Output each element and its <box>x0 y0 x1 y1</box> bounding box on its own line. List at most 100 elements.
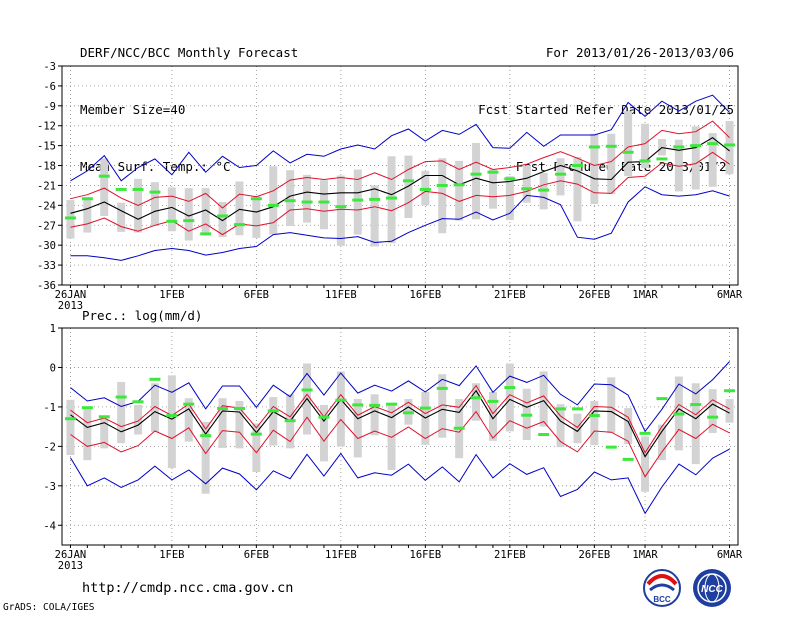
max-line <box>70 94 730 182</box>
bcc-logo: BCC <box>643 569 681 607</box>
y-tick-label: -18 <box>37 161 56 173</box>
spread-box <box>150 182 159 226</box>
spread-box <box>353 399 362 458</box>
y-tick-label: -12 <box>37 121 56 133</box>
spread-box <box>235 181 244 236</box>
observed-marker <box>504 386 516 390</box>
observed-marker <box>470 396 482 400</box>
spread-box <box>556 158 565 196</box>
observed-marker <box>183 219 195 223</box>
spread-box <box>607 133 616 195</box>
observed-marker <box>352 403 364 407</box>
spread-box <box>150 383 159 432</box>
observed-marker <box>183 402 195 406</box>
spread-box <box>370 185 379 247</box>
x-tick-label: 26JAN <box>55 549 87 561</box>
x-tick-label: 6MAR <box>717 549 743 561</box>
observed-marker <box>571 407 583 411</box>
observed-marker <box>64 216 76 220</box>
observed-marker <box>386 402 398 406</box>
mean-line <box>70 389 730 458</box>
observed-marker <box>335 398 347 402</box>
spread-box <box>488 391 497 441</box>
spread-box <box>539 371 548 427</box>
upper-line <box>70 120 730 209</box>
observed-marker <box>487 399 499 403</box>
spread-box <box>269 397 278 446</box>
observed-marker <box>217 214 229 218</box>
spread-box <box>218 398 227 448</box>
observed-marker <box>284 199 296 203</box>
spread-box <box>708 133 717 187</box>
spread-box <box>83 197 92 233</box>
observed-marker <box>166 414 178 418</box>
spread-box <box>657 424 666 461</box>
spread-box <box>438 374 447 438</box>
x-tick-label: 1MAR <box>632 549 658 561</box>
x-tick-label: 1FEB <box>159 289 184 301</box>
spread-box <box>218 202 227 238</box>
spread-box <box>641 436 650 492</box>
spread-box <box>607 377 616 433</box>
observed-marker <box>301 200 313 204</box>
min-line <box>70 186 730 261</box>
lower-line <box>70 151 730 236</box>
observed-marker <box>673 412 685 416</box>
y-tick-label: -36 <box>37 280 56 292</box>
spread-box <box>573 156 582 222</box>
y-tick-label: -1 <box>43 402 56 414</box>
observed-marker <box>98 415 110 419</box>
member-size-label: Member Size=40 <box>80 102 186 117</box>
spread-box <box>303 174 312 223</box>
observed-marker <box>267 409 279 413</box>
observed-marker <box>453 183 465 187</box>
x-tick-label: 21FEB <box>494 289 526 301</box>
observed-marker <box>369 403 381 407</box>
observed-marker <box>318 415 330 419</box>
observed-marker <box>470 172 482 176</box>
spread-box <box>83 407 92 461</box>
observed-marker <box>639 159 651 163</box>
y-tick-label: -9 <box>43 101 56 113</box>
observed-marker <box>605 445 617 449</box>
spread-box <box>235 400 244 449</box>
spread-box <box>624 111 633 177</box>
observed-marker <box>301 388 313 392</box>
y-tick-label: -6 <box>43 81 56 93</box>
source-url[interactable]: http://cmdp.ncc.cma.gov.cn <box>82 580 294 596</box>
bcc-logo-text: BCC <box>653 595 671 604</box>
spread-box <box>134 404 143 435</box>
observed-marker <box>250 432 262 436</box>
observed-marker <box>318 200 330 204</box>
spread-box <box>725 121 734 175</box>
spread-box <box>184 188 193 241</box>
observed-marker <box>64 417 76 421</box>
observed-marker <box>555 172 567 176</box>
observed-marker <box>149 190 161 194</box>
spread-box <box>590 133 599 205</box>
x-tick-label: 6MAR <box>717 289 743 301</box>
observed-marker <box>132 187 144 191</box>
spread-box <box>370 394 379 436</box>
observed-marker <box>436 386 448 390</box>
spread-box <box>455 160 464 221</box>
observed-marker <box>656 157 668 161</box>
precip-panel-title: Prec.: log(mm/d) <box>82 308 202 323</box>
y-tick-label: -24 <box>37 200 56 212</box>
spread-box <box>66 399 75 456</box>
observed-marker <box>622 150 634 154</box>
observed-marker <box>690 403 702 407</box>
x-tick-label: 26JAN <box>55 289 87 301</box>
x-tick-label: 16FEB <box>410 549 442 561</box>
y-tick-label: -2 <box>43 441 56 453</box>
max-line <box>70 361 730 433</box>
spread-box <box>725 399 734 423</box>
spread-box <box>336 175 345 246</box>
x-tick-label: 11FEB <box>325 289 357 301</box>
y-tick-label: -27 <box>37 220 56 232</box>
spread-box <box>641 123 650 169</box>
spread-box <box>319 180 328 230</box>
spread-box <box>117 202 126 232</box>
spread-box <box>252 196 261 238</box>
spread-box <box>505 363 514 432</box>
